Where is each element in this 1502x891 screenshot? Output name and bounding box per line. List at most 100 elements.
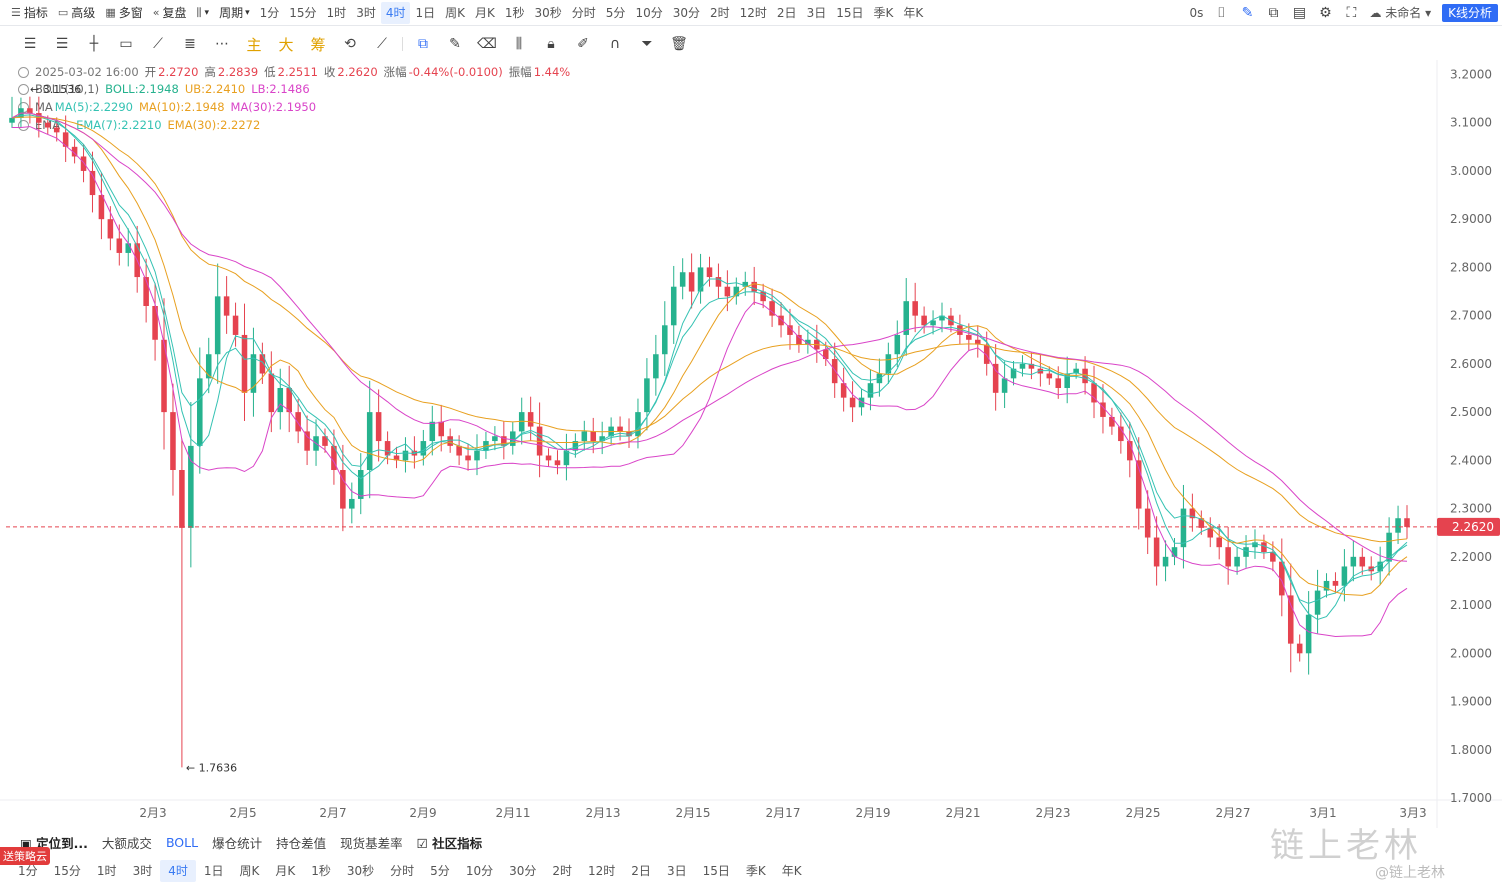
bottom-timeframe-1[interactable]: 15分 [53,864,81,878]
chips-button[interactable]: 筹 [310,35,326,54]
candle-body [1296,643,1303,654]
bottom-timeframe-0[interactable]: 1分 [18,864,38,878]
timeframe-3[interactable]: 3时 [356,5,376,20]
timeframe-9[interactable]: 30秒 [534,5,562,20]
bar-datetime: 2025-03-02 16:00 [35,65,139,79]
chart-type-button[interactable]: ⫼ ▾ [191,2,214,24]
bottom-timeframe-9[interactable]: 30秒 [346,864,375,878]
bottom-timeframe-8[interactable]: 1秒 [311,864,331,878]
tab-large-trades[interactable]: 大额成交 [101,835,152,851]
timeframe-15[interactable]: 12时 [739,5,767,20]
eye-icon[interactable] [18,83,29,95]
timeframe-12[interactable]: 10分 [635,5,663,20]
note-icon[interactable]: ✐ [577,36,589,52]
bottom-timeframe-6[interactable]: 周K [239,864,260,878]
candle-body [1341,566,1348,586]
candlestick-chart[interactable]: 3.2000 3.1000 3.0000 2.9000 2.8000 2.7000 2.60… [0,60,1502,828]
tab-basis[interactable]: 现货基差率 [340,835,403,851]
ruler-icon[interactable]: ⟋ [153,36,163,52]
bottom-timeframe-12[interactable]: 10分 [465,864,494,878]
timeframe-14[interactable]: 2时 [710,5,730,20]
candle-body [1225,547,1231,567]
bottom-timeframe-16[interactable]: 2日 [631,864,651,878]
bottom-timeframe-20[interactable]: 年K [781,864,802,878]
timeframe-4[interactable]: 4时 [380,1,411,24]
bottom-timeframe-2[interactable]: 1时 [96,864,117,878]
timeframe-6[interactable]: 周K [445,5,465,20]
bottom-timeframe-3[interactable]: 3时 [132,864,153,878]
timeframe-7[interactable]: 月K [474,5,495,20]
horizontal-lines-icon[interactable]: ☰ [55,36,69,52]
period-dropdown[interactable]: 周期 ▾ [214,2,255,24]
template-icon[interactable]: ▤ [1292,5,1307,21]
x-tick-label: 2月11 [496,806,531,820]
horizontal-line-icon[interactable]: ┼ [89,36,99,52]
bottom-timeframe-14[interactable]: 2时 [552,864,573,878]
popout-icon[interactable]: ⧉ [1268,5,1279,21]
rectangle-icon[interactable]: ▭ [119,36,133,52]
bottom-timeframe-17[interactable]: 3日 [666,864,687,878]
timeframe-8[interactable]: 1秒 [504,5,525,20]
timeframe-18[interactable]: 15日 [836,5,864,20]
bottom-timeframe-10[interactable]: 分时 [390,864,415,878]
advanced-button[interactable]: ▭ 高级 [53,2,100,24]
timeframe-2[interactable]: 1时 [326,5,347,20]
candle-body [921,315,927,326]
camera-icon[interactable]: ⌷ [1217,5,1226,21]
bottom-timeframe-5[interactable]: 1日 [203,864,224,878]
tab-liquidation[interactable]: 爆仓统计 [212,835,263,851]
fib-icon[interactable]: ≣ [184,36,196,52]
timeframe-5[interactable]: 1日 [415,5,436,20]
big-order-button[interactable]: 大 [278,35,294,54]
y-tick-label: 3.2000 [1450,67,1492,81]
copy-icon[interactable]: ⧉ [418,36,428,52]
candle-body [778,315,784,326]
k-analysis-button[interactable]: K线分析 [1442,4,1498,22]
bottom-timeframe-7[interactable]: 月K [275,864,296,878]
settings-icon[interactable]: ⚙ [1319,5,1332,21]
lock-icon[interactable]: 🔒︎ [547,36,555,52]
tab-position-diff[interactable]: 持仓差值 [276,835,327,851]
eye-icon[interactable] [18,66,29,78]
pencil-icon[interactable]: ✎ [449,36,461,52]
magnet-icon[interactable]: ∩ [609,36,621,52]
multi-window-button[interactable]: ▦ 多窗 [100,2,147,24]
timeframe-1[interactable]: 15分 [289,5,317,20]
strategy-cloud-badge[interactable]: 送策略云 [0,847,50,865]
indicators-button[interactable]: ☰ 指标 [6,2,53,24]
pattern-icon[interactable]: ⟲ [344,36,356,52]
fullscreen-icon[interactable]: ⛶ [1346,5,1357,21]
bottom-timeframe-19[interactable]: 季K [745,864,766,878]
timeframe-0[interactable]: 1分 [259,5,280,20]
candle-body [581,431,588,442]
timeframe-16[interactable]: 2日 [776,5,797,20]
pen-icon[interactable]: ✎ [1241,5,1254,21]
erase-icon[interactable]: ⌫ [477,36,497,52]
bottom-timeframe-4[interactable]: 4时 [160,860,196,882]
brush-icon[interactable]: ⟋ [377,36,387,52]
tab-boll[interactable]: BOLL [165,834,199,850]
indicator-icon: ☰ [11,6,21,19]
locate-button[interactable]: ▣ 定位到... [20,835,88,851]
replay-button[interactable]: «复盘 [148,2,192,24]
tab-community-indicators[interactable]: ☑ 社区指标 [416,835,483,851]
timeframe-17[interactable]: 3日 [806,5,827,20]
bottom-timeframe-18[interactable]: 15日 [702,864,730,878]
filter-icon[interactable]: ⏷ [641,36,653,52]
main-chart-button[interactable]: 主 [246,35,262,54]
bottom-timeframe-13[interactable]: 30分 [509,864,537,878]
timeframe-19[interactable]: 季K [873,5,894,20]
timeframe-20[interactable]: 年K [903,5,924,20]
bottom-timeframe-11[interactable]: 5分 [430,864,450,878]
timeframe-10[interactable]: 分时 [571,5,596,20]
candle-body [796,334,802,345]
more-icon[interactable]: ⋯ [215,36,229,52]
timeframe-13[interactable]: 30分 [672,5,700,20]
trash-icon[interactable]: 🗑︎ [670,36,688,52]
crosshair-lines-icon[interactable]: ☰ [23,36,37,52]
layout-dropdown[interactable]: ☁ 未命名 ▾ [1369,6,1432,20]
bottom-timeframe-15[interactable]: 12时 [588,864,616,878]
candles-icon[interactable]: ⫼ [515,36,523,52]
eye-icon[interactable] [18,119,29,131]
timeframe-11[interactable]: 5分 [605,5,626,20]
